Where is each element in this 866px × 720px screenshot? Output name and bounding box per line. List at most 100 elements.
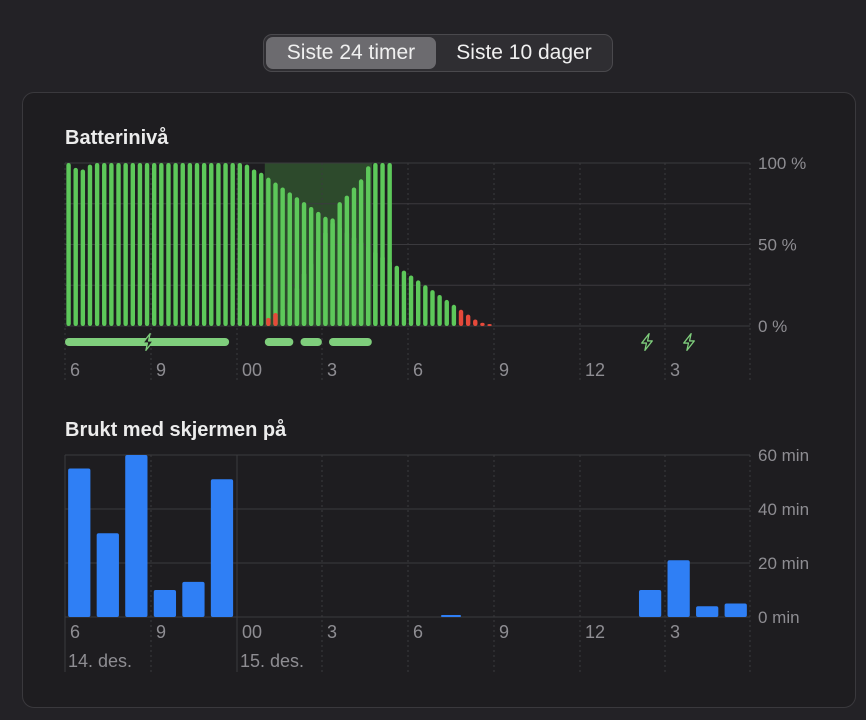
battery-level-bar [344,195,350,326]
charging-period-bar [329,338,372,346]
battery-level-bar [316,249,321,326]
battery-level-title: Batterinivå [65,127,169,149]
battery-level-bar [87,164,93,326]
screen-usage-bar [96,533,119,617]
battery-x-tick-label: 9 [156,360,166,380]
battery-level-bar [201,163,207,326]
lightning-bolt-icon [683,332,695,352]
screen-usage-bar [125,455,148,617]
battery-y-tick-label: 0 % [758,317,787,336]
battery-level-bar [94,163,100,326]
battery-level-bar [487,324,492,326]
battery-level-bar [330,218,335,326]
battery-level-bar [251,169,257,326]
usage-y-tick-label: 40 min [758,500,809,519]
battery-level-bar [480,322,485,326]
battery-level-bar [280,187,285,326]
usage-y-tick-label: 60 min [758,446,809,465]
battery-x-tick-label: 9 [499,360,509,380]
screen-usage-bar [182,581,205,617]
battery-level-bar [444,299,449,326]
tab-last-24-hours[interactable]: Siste 24 timer [266,37,436,69]
battery-level-chart: 100 % 50 % 0 % 6 9 00 3 6 9 12 3 [64,154,806,380]
screen-usage-bar [696,606,719,617]
battery-x-tick-label: 6 [70,360,80,380]
usage-date-label: 15. des. [240,651,304,671]
battery-level-bar [373,163,378,326]
battery-level-bar [273,182,278,326]
battery-level-bar [401,270,407,326]
battery-level-bar [166,163,171,326]
usage-x-tick-label: 00 [242,622,262,642]
charging-period-bar [264,338,294,346]
battery-level-bar [423,285,428,326]
battery-level-bar [287,301,292,326]
battery-level-bar [130,163,135,326]
battery-level-bar [151,163,157,326]
battery-level-bar [287,192,292,326]
battery-level-bar [109,163,114,326]
battery-level-bar [230,163,235,326]
usage-y-tick-label: 20 min [758,554,809,573]
battery-level-bar [123,163,128,326]
battery-level-bar [187,163,193,326]
battery-level-bar [80,169,86,326]
usage-x-tick-label: 9 [499,622,509,642]
battery-level-bar [273,312,278,326]
usage-x-tick-label: 12 [585,622,605,642]
battery-y-tick-label: 100 % [758,154,806,173]
screen-on-usage-chart: 60 min 40 min 20 min 0 min 6 9 00 3 6 9 12 3 14. des… [64,446,809,672]
battery-level-bar [73,167,78,326]
lightning-bolt-icon [641,332,653,352]
battery-level-bar [66,163,71,326]
battery-level-bar [380,163,385,326]
screen-usage-bar [638,590,662,617]
battery-x-tick-label: 3 [670,360,680,380]
battery-level-bar [387,163,392,326]
battery-level-bar [458,309,464,326]
battery-level-bar [223,163,228,326]
screen-usage-bar [210,479,234,617]
battery-level-bar [266,317,271,326]
battery-level-bar [351,187,357,326]
battery-level-bar [180,163,185,326]
screen-on-usage-title: Brukt med skjermen på [65,419,287,441]
battery-level-bar [259,172,264,326]
usage-x-tick-label: 3 [670,622,680,642]
screen-usage-bar [441,615,461,617]
screen-usage-bar [724,603,747,617]
usage-x-tick-label: 3 [327,622,337,642]
battery-level-bar [465,314,471,326]
battery-level-bar [358,179,364,326]
battery-level-bar [430,290,435,326]
battery-level-bar [173,163,178,326]
battery-level-bar [308,262,314,326]
battery-level-bar [266,177,271,326]
battery-level-bar [323,231,328,326]
battery-level-bar [437,295,442,326]
battery-level-bar [159,163,164,326]
battery-level-bar [415,280,421,326]
screen-usage-bar [667,560,690,617]
lightning-bolt-icon [142,332,154,352]
battery-level-bar [194,163,200,326]
battery-level-bar [102,163,107,326]
battery-x-tick-label: 6 [413,360,423,380]
battery-level-bar [366,166,371,326]
battery-x-tick-label: 12 [585,360,605,380]
usage-x-tick-label: 6 [70,622,80,642]
battery-level-bar [137,163,143,326]
battery-level-bar [473,319,478,326]
screen-usage-bar [68,468,91,617]
battery-level-bar [209,163,214,326]
usage-y-tick-label: 0 min [758,608,800,627]
time-range-segmented-control: Siste 24 timer Siste 10 dager [263,34,613,72]
screen-usage-bar [153,590,177,617]
battery-level-bar [451,304,457,326]
tab-last-10-days[interactable]: Siste 10 dager [456,41,592,64]
battery-level-bar [244,164,250,326]
battery-y-tick-label: 50 % [758,236,797,255]
charging-period-bar [300,338,322,346]
usage-date-label: 14. des. [68,651,132,671]
